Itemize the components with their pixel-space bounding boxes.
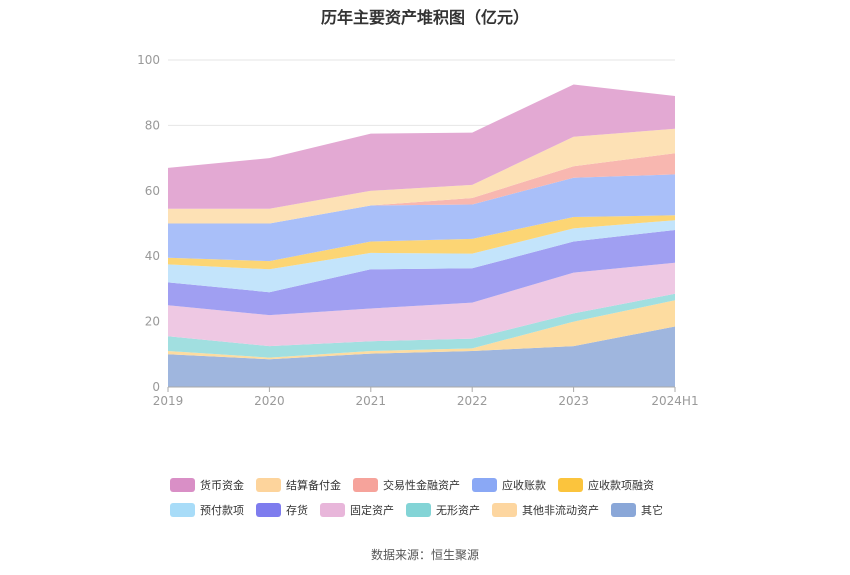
legend-item-prepayments[interactable]: 预付款项 (170, 502, 244, 518)
legend-label: 应收款项融资 (588, 478, 654, 492)
legend-swatch (558, 477, 583, 492)
area-series (168, 174, 675, 262)
legend-item-trading-financial-assets[interactable]: 交易性金融资产 (353, 477, 460, 493)
area-series (168, 128, 675, 224)
legend-item-other-noncurrent-assets[interactable]: 其他非流动资产 (492, 502, 599, 518)
legend-swatch (353, 477, 378, 492)
area-series (168, 262, 675, 347)
y-tick-label: 20 (145, 315, 160, 329)
x-tick-label: 2021 (356, 394, 387, 408)
area-series (168, 153, 675, 224)
legend-swatch (611, 502, 636, 517)
x-tick-label: 2020 (254, 394, 285, 408)
legend-item-receivables-financing[interactable]: 应收款项融资 (558, 477, 654, 493)
legend-swatch (320, 502, 345, 517)
legend-label: 固定资产 (350, 503, 394, 517)
legend-label: 结算备付金 (286, 478, 341, 492)
legend-label: 其它 (641, 503, 663, 517)
x-tick-label: 2019 (153, 394, 184, 408)
y-tick-label: 40 (145, 249, 160, 263)
legend-swatch (406, 502, 431, 517)
x-tick-label: 2024H1 (651, 394, 698, 408)
x-tick-label: 2023 (558, 394, 589, 408)
legend-item-others[interactable]: 其它 (611, 502, 663, 518)
legend-item-accounts-receivable[interactable]: 应收账款 (472, 477, 546, 493)
legend-label: 应收账款 (502, 478, 546, 492)
legend-item-settlement-reserve[interactable]: 结算备付金 (256, 477, 341, 493)
legend-row-2: 预付款项 存货 固定资产 无形资产 其他非流动资产 其它 (170, 497, 710, 522)
area-series (168, 220, 675, 293)
legend-swatch (256, 477, 281, 492)
y-tick-label: 0 (152, 380, 160, 394)
legend-label: 货币资金 (200, 478, 244, 492)
area-series (168, 215, 675, 270)
area-series (168, 230, 675, 316)
legend-label: 交易性金融资产 (383, 478, 460, 492)
x-tick-label: 2022 (457, 394, 488, 408)
legend-swatch (170, 477, 195, 492)
legend-label: 其他非流动资产 (522, 503, 599, 517)
y-tick-label: 100 (137, 53, 160, 67)
legend-swatch (492, 502, 517, 517)
legend-row-1: 货币资金 结算备付金 交易性金融资产 应收账款 应收款项融资 (170, 472, 710, 497)
area-series (168, 84, 675, 209)
area-series (168, 293, 675, 358)
legend-item-monetary-funds[interactable]: 货币资金 (170, 477, 244, 493)
y-tick-label: 80 (145, 118, 160, 132)
legend-item-intangible-assets[interactable]: 无形资产 (406, 502, 480, 518)
chart-title: 历年主要资产堆积图（亿元） (320, 8, 529, 27)
legend-swatch (472, 477, 497, 492)
y-tick-label: 60 (145, 184, 160, 198)
data-source: 数据来源：恒生聚源 (370, 548, 479, 562)
legend-label: 无形资产 (436, 503, 480, 517)
legend-item-fixed-assets[interactable]: 固定资产 (320, 502, 394, 518)
area-series (168, 326, 675, 387)
legend-label: 预付款项 (200, 503, 244, 517)
legend-swatch (170, 502, 195, 517)
chart-legend: 货币资金 结算备付金 交易性金融资产 应收账款 应收款项融资 预付款项 存货 (170, 472, 710, 522)
area-series (168, 300, 675, 360)
legend-swatch (256, 502, 281, 517)
legend-item-inventory[interactable]: 存货 (256, 502, 308, 518)
legend-label: 存货 (286, 503, 308, 517)
stacked-area-chart: 0 20 40 60 80 100 2019 2020 2021 2022 2023 2024H1 (137, 53, 699, 408)
